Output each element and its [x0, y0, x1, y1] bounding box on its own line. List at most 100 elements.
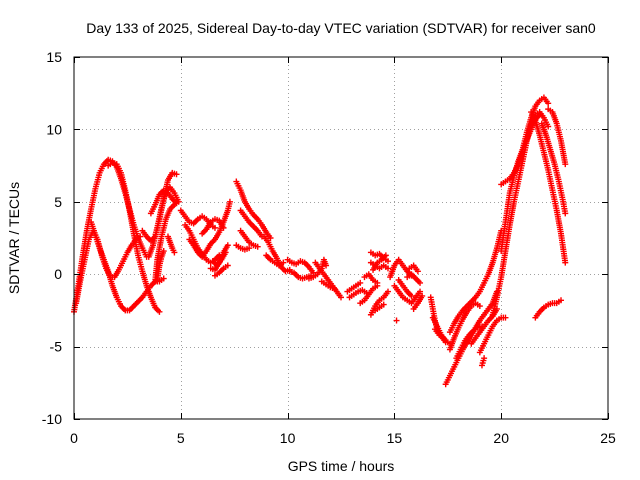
data-point: [211, 224, 218, 231]
data-point: [338, 294, 344, 301]
data-series: [431, 326, 447, 341]
data-point: [419, 292, 426, 299]
data-series: [404, 271, 424, 286]
data-point: [171, 249, 178, 256]
data-point: [374, 279, 381, 286]
data-point: [156, 308, 163, 315]
data-point: [476, 303, 483, 310]
data-series: [372, 301, 387, 314]
y-tick-label: 10: [46, 121, 62, 137]
axis-ticks: 0 5 10 15 20 25 -10 -5 0 5 10 15: [42, 49, 616, 446]
data-point: [414, 268, 421, 275]
x-axis-label: GPS time / hours: [288, 458, 395, 474]
data-series: [233, 178, 274, 241]
data-series: [263, 252, 287, 269]
data-series: [105, 159, 163, 315]
data-point: [558, 297, 565, 304]
data-series: [538, 120, 569, 217]
data-point: [384, 288, 391, 295]
y-tick-label: -10: [42, 411, 62, 427]
data-point: [536, 111, 543, 118]
data-series: [237, 227, 261, 250]
data-point: [408, 292, 415, 299]
data-series: [476, 314, 509, 356]
data-series: [164, 233, 178, 256]
data-series: [528, 109, 569, 266]
data-point: [382, 252, 389, 259]
data-point: [222, 249, 229, 256]
data-series: [406, 262, 421, 275]
data-point: [137, 233, 144, 240]
x-tick-label: 15: [387, 430, 403, 446]
data-point: [323, 262, 330, 269]
data-point: [160, 248, 167, 255]
data-series: [152, 201, 178, 285]
data-point: [440, 334, 447, 341]
data-series: [478, 355, 488, 369]
data-point: [562, 259, 569, 266]
data-series: [489, 109, 552, 318]
data-series: [545, 106, 569, 168]
y-tick-label: 15: [46, 49, 62, 65]
data-point: [160, 275, 167, 282]
data-point: [224, 242, 231, 249]
y-tick-label: 0: [54, 266, 62, 282]
data-series: [367, 259, 391, 272]
data-point: [380, 301, 387, 308]
data-series: [446, 300, 483, 353]
data-series: [391, 282, 424, 307]
data-point: [220, 224, 227, 231]
data-series: [532, 297, 565, 321]
data-point: [562, 161, 569, 168]
data-series: [361, 271, 381, 286]
data-point: [417, 288, 424, 295]
data-series: [211, 262, 231, 279]
y-tick-label: -5: [50, 339, 63, 355]
plot-frame: [73, 56, 609, 420]
data-series: [446, 227, 505, 336]
data-series: [237, 207, 265, 240]
data-series: [233, 242, 253, 253]
data-point: [417, 279, 424, 286]
x-tick-label: 25: [600, 430, 616, 446]
data-series: [209, 249, 229, 269]
data-series: [453, 323, 485, 362]
x-tick-label: 20: [493, 430, 509, 446]
data-series: [395, 276, 415, 299]
y-tick-label: 5: [54, 194, 62, 210]
data-series: [367, 288, 391, 318]
data-series: [370, 252, 389, 273]
x-tick-label: 0: [70, 430, 78, 446]
data-series: [344, 279, 364, 295]
chart-title: Day 133 of 2025, Sidereal Day-to-day VTE…: [86, 20, 596, 36]
data-point: [393, 317, 400, 324]
data-point: [171, 201, 178, 208]
data-point: [562, 210, 569, 217]
data-point: [224, 262, 231, 269]
data-series: [284, 256, 317, 276]
data-point: [226, 198, 233, 205]
data-series: [498, 94, 552, 188]
data-point: [246, 245, 253, 252]
data-point: [280, 259, 287, 266]
y-axis-label: SDTVAR / TECUs: [6, 182, 22, 294]
data-point: [481, 355, 488, 362]
data-series: [393, 317, 400, 324]
data-series: [410, 292, 426, 312]
data-point: [254, 243, 261, 250]
data-series: [318, 278, 338, 292]
data-series: [186, 198, 233, 260]
data-point: [502, 314, 509, 321]
data-series: [346, 287, 370, 301]
data-point: [384, 258, 391, 265]
data-point: [545, 100, 552, 107]
data-series: [199, 216, 227, 237]
x-tick-label: 5: [177, 430, 185, 446]
data-point: [545, 123, 552, 130]
data-point: [357, 279, 364, 286]
data-point: [331, 285, 338, 292]
data-series: [88, 219, 167, 314]
data-series: [312, 259, 344, 301]
data-series: [145, 184, 182, 260]
